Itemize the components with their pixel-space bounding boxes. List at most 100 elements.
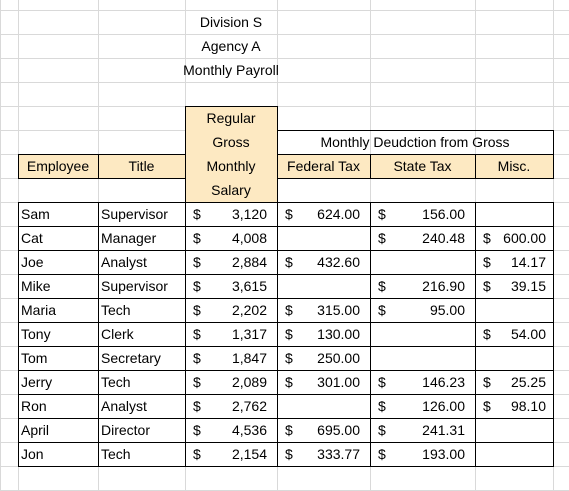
currency-symbol: $: [285, 374, 293, 390]
currency-symbol: $: [285, 422, 293, 438]
amount: 95.00: [429, 302, 465, 318]
employee-name: Tom: [21, 350, 48, 366]
currency-symbol: $: [285, 254, 293, 270]
amount: 2,762: [231, 398, 267, 414]
employee-name: Maria: [21, 302, 57, 318]
header-border: [475, 154, 554, 179]
currency-symbol: $: [378, 398, 386, 414]
currency-symbol: $: [378, 302, 386, 318]
cell-border: [370, 346, 476, 371]
employee-title: Clerk: [101, 326, 134, 342]
gridline: [0, 106, 569, 107]
employee-title: Tech: [101, 302, 131, 318]
currency-symbol: $: [483, 230, 491, 246]
currency-symbol: $: [378, 230, 386, 246]
column-header: Title: [128, 158, 155, 174]
amount: 39.15: [510, 278, 546, 294]
currency-symbol: $: [285, 350, 293, 366]
employee-name: April: [21, 422, 50, 438]
amount: 146.23: [422, 374, 465, 390]
title-line: Division S: [199, 14, 263, 30]
employee-name: Joe: [21, 254, 44, 270]
currency-symbol: $: [193, 374, 201, 390]
salary-header-border: [185, 106, 278, 203]
employee-name: Ron: [21, 398, 47, 414]
amount: 301.00: [317, 374, 360, 390]
header-border: [18, 154, 99, 179]
employee-title: Manager: [101, 230, 157, 246]
currency-symbol: $: [378, 206, 386, 222]
employee-name: Tony: [21, 326, 51, 342]
amount: 216.90: [422, 278, 465, 294]
currency-symbol: $: [285, 326, 293, 342]
currency-symbol: $: [378, 446, 386, 462]
currency-symbol: $: [193, 326, 201, 342]
deduction-header-border: [277, 130, 554, 155]
currency-symbol: $: [193, 278, 201, 294]
cell-border: [277, 274, 371, 299]
currency-symbol: $: [285, 302, 293, 318]
employee-title: Supervisor: [101, 206, 168, 222]
currency-symbol: $: [193, 254, 201, 270]
amount: 130.00: [317, 326, 360, 342]
amount: 600.00: [503, 230, 546, 246]
gridline: [0, 34, 569, 35]
currency-symbol: $: [193, 350, 201, 366]
employee-name: Jon: [21, 446, 44, 462]
cell-border: [475, 418, 554, 443]
currency-symbol: $: [193, 206, 201, 222]
employee-title: Analyst: [101, 398, 147, 414]
column-header: Employee: [26, 158, 90, 174]
amount: 14.17: [510, 254, 546, 270]
deduction-header: Monthly Deudction from Gross: [320, 134, 510, 150]
amount: 54.00: [510, 326, 546, 342]
amount: 333.77: [317, 446, 360, 462]
currency-symbol: $: [193, 446, 201, 462]
currency-symbol: $: [483, 326, 491, 342]
amount: 2,089: [231, 374, 267, 390]
cell-border: [370, 322, 476, 347]
cell-border: [277, 394, 371, 419]
column-header: Misc.: [497, 158, 531, 174]
salary-header: Monthly: [206, 158, 256, 174]
cell-border: [475, 298, 554, 323]
cell-border: [475, 346, 554, 371]
gridline: [0, 58, 569, 59]
salary-header: Salary: [211, 182, 251, 198]
employee-title: Tech: [101, 374, 131, 390]
currency-symbol: $: [193, 230, 201, 246]
gridline: [0, 10, 569, 11]
gridline: [0, 0, 1, 491]
amount: 193.00: [422, 446, 465, 462]
amount: 98.10: [510, 398, 546, 414]
salary-header: Gross: [212, 134, 250, 150]
header-border: [277, 154, 371, 179]
cell-border: [370, 250, 476, 275]
amount: 1,847: [231, 350, 267, 366]
currency-symbol: $: [193, 398, 201, 414]
amount: 695.00: [317, 422, 360, 438]
amount: 126.00: [422, 398, 465, 414]
amount: 2,884: [231, 254, 267, 270]
amount: 25.25: [510, 374, 546, 390]
amount: 156.00: [422, 206, 465, 222]
currency-symbol: $: [483, 374, 491, 390]
title-line: Monthly Payroll: [183, 62, 279, 78]
employee-name: Jerry: [21, 374, 53, 390]
gridline: [0, 82, 569, 83]
amount: 4,536: [231, 422, 267, 438]
currency-symbol: $: [483, 278, 491, 294]
amount: 2,154: [231, 446, 267, 462]
currency-symbol: $: [378, 422, 386, 438]
amount: 250.00: [317, 350, 360, 366]
column-header: Federal Tax: [287, 158, 360, 174]
amount: 241.31: [422, 422, 465, 438]
amount: 4,008: [231, 230, 267, 246]
amount: 624.00: [317, 206, 360, 222]
column-header: State Tax: [393, 158, 452, 174]
currency-symbol: $: [285, 206, 293, 222]
cell-border: [277, 226, 371, 251]
header-border: [370, 154, 476, 179]
header-border: [98, 154, 186, 179]
